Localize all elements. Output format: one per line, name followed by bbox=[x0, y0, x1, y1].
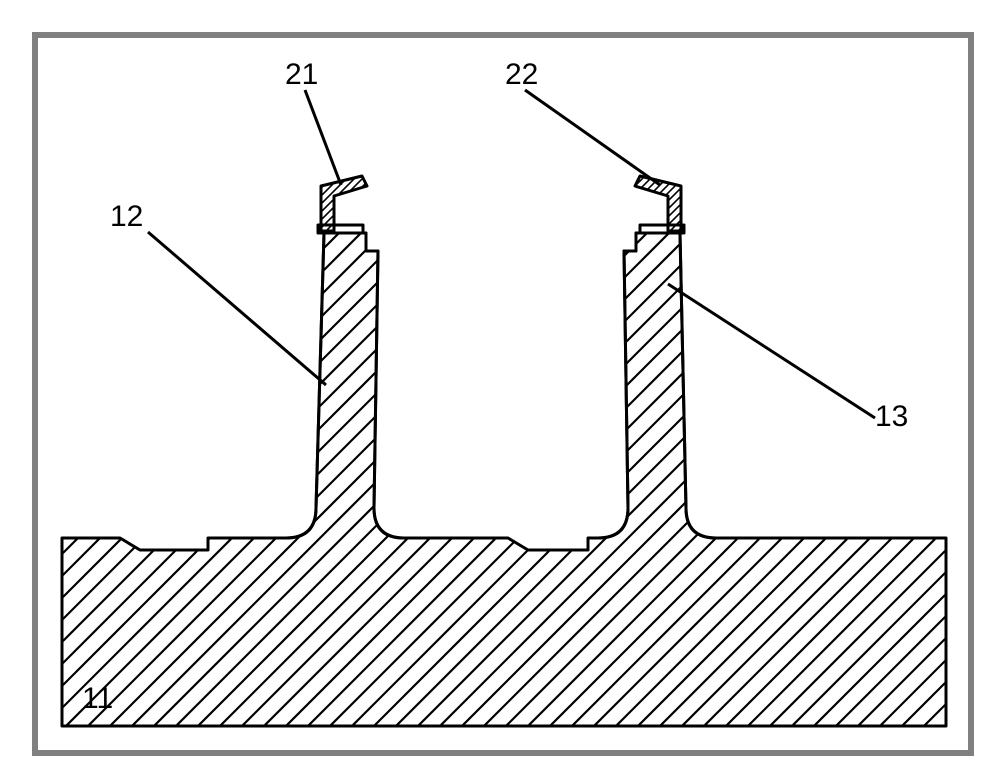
cap-right bbox=[570, 0, 750, 427]
base-plate-outline bbox=[62, 233, 946, 726]
cap-right-hatch bbox=[570, 0, 750, 427]
diagram-stage: 21 22 12 13 11 bbox=[0, 0, 1000, 779]
image-frame bbox=[35, 35, 971, 753]
label-12: 12 bbox=[110, 200, 143, 234]
diagram-svg bbox=[0, 0, 1000, 779]
label-11: 11 bbox=[82, 682, 113, 716]
leader-lines bbox=[148, 90, 875, 418]
label-13: 13 bbox=[875, 400, 908, 434]
pillar-right-outline bbox=[598, 233, 716, 538]
hatching-main bbox=[12, 0, 996, 779]
label-22: 22 bbox=[505, 58, 538, 92]
cap-left-arm bbox=[321, 176, 367, 231]
label-21: 21 bbox=[285, 58, 318, 92]
